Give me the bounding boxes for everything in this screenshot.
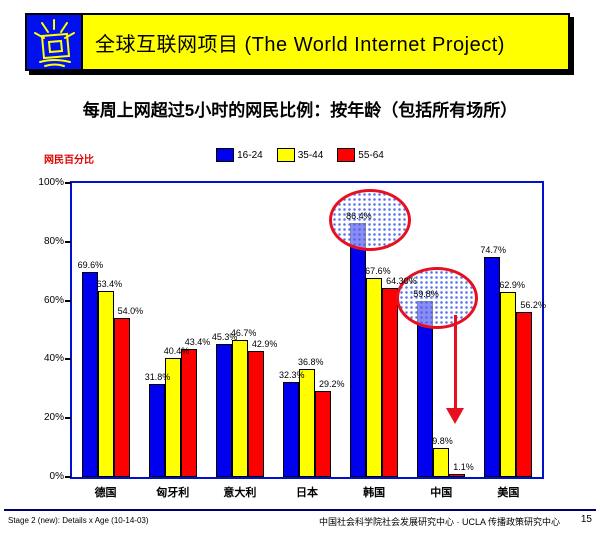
y-tick-mark-icon [65,417,71,420]
bar-美国-16-24 [484,257,501,477]
bar-意大利-55-64 [247,350,264,477]
bar-匈牙利-16-24 [148,383,165,477]
bar-德国-35-44 [97,290,114,477]
bar-value-label: 69.6% [77,260,104,271]
bar-value-label: 62.9% [499,280,525,291]
y-tick-label: 80% [43,235,64,247]
legend-item-16-24: 16-24 [216,148,263,162]
bar-韩国-16-24 [350,222,367,477]
bar-value-label: 42.9% [251,338,278,349]
page-title: 全球互联网项目 (The World Internet Project) [95,33,505,56]
y-tick-label: 40% [43,353,64,365]
legend-swatch-icon [337,148,356,162]
bar-value-label: 1.1% [453,461,474,472]
bar-value-label: 54.0% [117,306,144,317]
bar-value-label: 45.3% [211,331,238,342]
bar-匈牙利-35-44 [164,358,181,477]
bar-匈牙利-55-64 [180,349,197,477]
page-number: 15 [580,514,592,525]
bar-意大利-35-44 [231,339,248,477]
highlight-ellipse-中国 [396,267,479,330]
y-axis-title: 网民百分比 [44,155,94,166]
x-category-label-日本: 日本 [295,487,318,499]
footer-credits: 中国社会科学院社会发展研究中心 · UCLA 传播政策研究中心 [318,517,560,527]
down-arrow-shaft-icon [454,315,458,410]
legend-label: 35-44 [297,149,324,161]
bar-美国-35-44 [500,292,517,477]
footer-divider [4,509,596,511]
x-category-label-中国: 中国 [430,487,453,499]
x-category-label-德国: 德国 [94,487,117,499]
x-category-label-意大利: 意大利 [223,487,257,499]
down-arrow-head-icon [446,408,465,424]
y-tick-mark-icon [65,182,71,184]
y-tick-mark-icon [65,240,71,243]
bar-value-label: 86.4% [346,210,372,221]
bar-value-label: 32.3% [279,370,305,381]
x-category-label-韩国: 韩国 [363,487,386,499]
legend-label: 55-64 [358,149,384,161]
y-tick-label: 20% [43,412,64,424]
bar-韩国-35-44 [366,278,383,477]
highlight-ellipse-韩国 [329,188,412,251]
x-category-label-美国: 美国 [497,487,520,499]
wip-screen-logo-icon [27,15,83,69]
footer-note: Stage 2 (new): Details x Age (10-14-03) [8,516,149,525]
bar-value-label: 59.8% [413,289,439,300]
bar-value-label: 67.6% [365,266,391,277]
bar-value-label: 46.7% [230,327,257,338]
y-tick-mark-icon [65,476,71,478]
bar-value-label: 74.7% [480,245,506,256]
chart-subtitle: 每周上网超过5小时的网民比例：按年龄（包括所有场所） [82,101,518,120]
legend-item-55-64: 55-64 [337,148,384,162]
bar-value-label: 9.8% [432,436,453,447]
bar-日本-16-24 [283,382,299,477]
bar-value-label: 36.8% [298,356,324,367]
bar-value-label: 56.2% [520,299,546,310]
bar-value-label: 43.4% [184,337,211,348]
y-tick-mark-icon [65,299,71,302]
bar-日本-55-64 [315,391,331,477]
bar-日本-35-44 [299,368,315,477]
legend-swatch-icon [216,148,235,162]
y-tick-label: 100% [38,177,64,188]
y-tick-mark-icon [65,358,71,361]
bar-中国-55-64 [449,473,466,477]
legend-item-35-44: 35-44 [276,148,324,162]
y-tick-label: 60% [43,294,64,306]
bar-value-label: 63.4% [96,278,123,289]
bar-德国-16-24 [81,272,98,477]
bar-value-label: 40.4% [163,346,190,357]
legend-label: 16-24 [237,149,263,161]
legend-swatch-icon [276,148,295,162]
bar-韩国-55-64 [382,287,399,477]
chart-legend: 16-24 35-44 55-64 [0,148,600,162]
y-tick-label: 0% [49,471,64,482]
bar-中国-35-44 [433,448,450,477]
bar-value-label: 29.2% [319,379,345,390]
bar-value-label: 64.30% [386,275,417,286]
bar-意大利-16-24 [215,343,232,477]
title-banner: 全球互联网项目 (The World Internet Project) [25,13,570,71]
bar-德国-55-64 [113,318,130,477]
x-category-label-匈牙利: 匈牙利 [156,487,190,499]
bar-美国-55-64 [516,311,533,477]
bar-value-label: 31.8% [144,371,171,382]
